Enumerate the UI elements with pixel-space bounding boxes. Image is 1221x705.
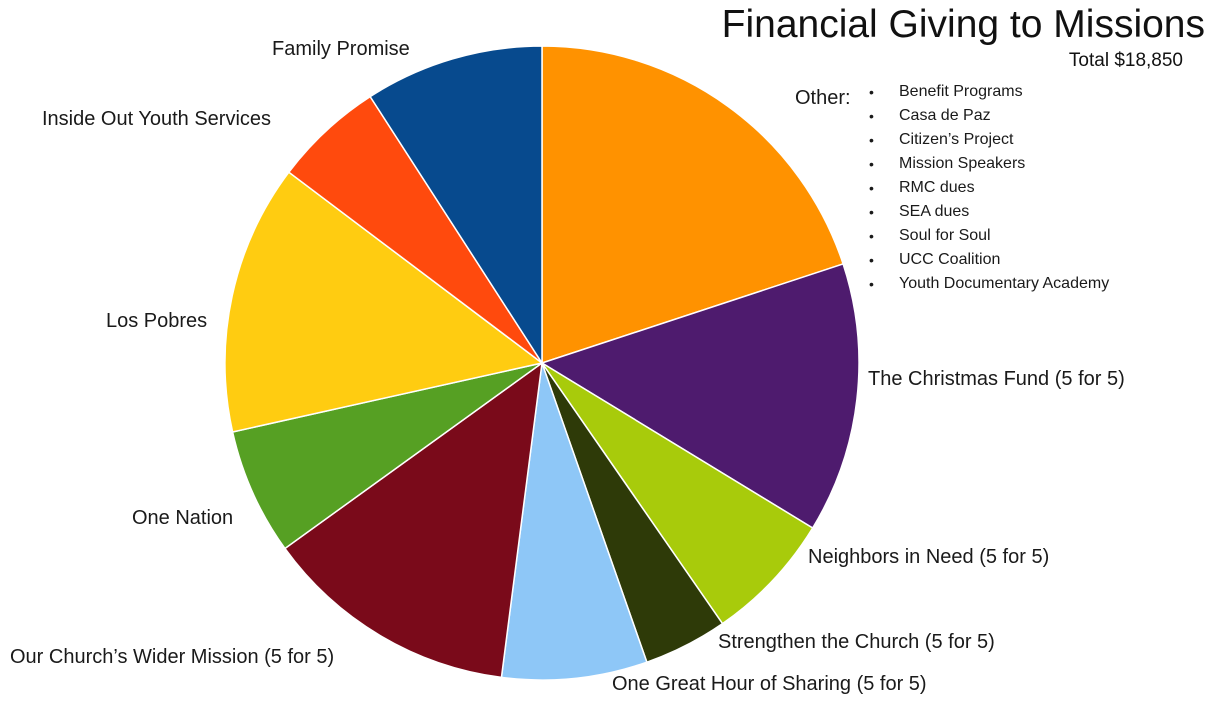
slice-label: One Great Hour of Sharing (5 for 5) bbox=[612, 673, 927, 695]
other-item: Benefit Programs bbox=[867, 80, 1109, 104]
other-item: UCC Coalition bbox=[867, 248, 1109, 272]
pie-slice bbox=[541, 362, 814, 625]
other-item: RMC dues bbox=[867, 176, 1109, 200]
pie-slice bbox=[541, 45, 845, 365]
pie-slice bbox=[540, 263, 860, 530]
slice-labels: The Christmas Fund (5 for 5) Neighbors in… bbox=[10, 38, 1125, 695]
slice-label: Inside Out Youth Services bbox=[42, 108, 271, 130]
pie-slice bbox=[283, 361, 543, 679]
pie-slices bbox=[224, 45, 860, 681]
slice-label: Strengthen the Church (5 for 5) bbox=[718, 631, 995, 653]
other-item: Youth Documentary Academy bbox=[867, 272, 1109, 296]
slice-label: The Christmas Fund (5 for 5) bbox=[868, 368, 1125, 390]
other-item: Casa de Paz bbox=[867, 104, 1109, 128]
other-label: Other: bbox=[795, 87, 851, 109]
other-item: SEA dues bbox=[867, 200, 1109, 224]
slice-label: Family Promise bbox=[272, 38, 410, 60]
chart-subtitle: Total $18,850 bbox=[1068, 50, 1183, 71]
pie-slice bbox=[231, 362, 543, 550]
slice-label: Our Church’s Wider Mission (5 for 5) bbox=[10, 646, 334, 668]
other-item: Mission Speakers bbox=[867, 152, 1109, 176]
slice-label: One Nation bbox=[132, 507, 233, 529]
pie-slice bbox=[369, 45, 543, 366]
pie-slice bbox=[500, 362, 648, 681]
slice-label: Neighbors in Need (5 for 5) bbox=[808, 546, 1049, 568]
other-list: Benefit Programs Casa de Paz Citizen’s P… bbox=[867, 80, 1109, 296]
other-item: Citizen’s Project bbox=[867, 128, 1109, 152]
chart-title: Financial Giving to Missions bbox=[721, 3, 1205, 46]
pie-slice bbox=[224, 171, 544, 433]
other-item: Soul for Soul bbox=[867, 224, 1109, 248]
slice-label: Los Pobres bbox=[106, 310, 207, 332]
